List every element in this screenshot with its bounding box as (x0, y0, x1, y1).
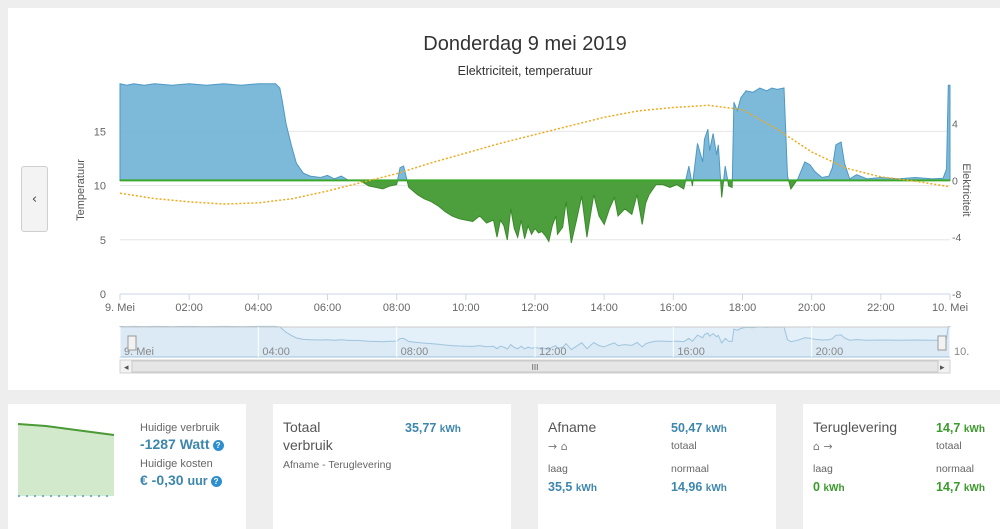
total-usage-card: Totaal verbruik 35,77 kWh Afname - Terug… (273, 404, 511, 529)
current-cost-unit: uur (187, 474, 208, 488)
afname-low-label: laag (548, 463, 568, 475)
afname-total-number: 50,47 (671, 421, 703, 435)
navigator-tick-label: 10. (954, 346, 969, 358)
current-usage-value: -1287 Watt? (140, 436, 224, 452)
navigator-tick-label: 08:00 (401, 346, 429, 358)
current-cost-amount: € -0,30 (140, 472, 184, 488)
right-tick-label: -8 (952, 289, 961, 301)
left-tick-label: 10 (94, 181, 106, 193)
x-tick-label: 9. Mei (105, 302, 135, 314)
navigator-tick-label: 12:00 (539, 346, 567, 358)
teruglevering-total-value: 14,7 kWh (936, 421, 985, 435)
electricity-temperature-chart: Donderdag 9 mei 2019 Elektriciteit, temp… (75, 33, 972, 374)
x-tick-label: 20:00 (798, 302, 826, 314)
navigator-series (119, 325, 951, 358)
teruglevering-low-label: laag (813, 463, 833, 475)
x-tick-label: 10:00 (452, 302, 480, 314)
x-tick-label: 12:00 (521, 302, 549, 314)
afname-total-value: 50,47 kWh (671, 421, 727, 435)
x-tick-label: 16:00 (660, 302, 688, 314)
x-tick-label: 22:00 (867, 302, 895, 314)
teruglevering-low-unit: kWh (823, 483, 845, 494)
total-usage-title: Totaal verbruik (283, 419, 333, 453)
navigator-tick-label: 04:00 (262, 346, 290, 358)
afname-total-label: totaal (671, 440, 697, 452)
afname-normal-label: normaal (671, 463, 709, 475)
info-icon[interactable]: ? (210, 476, 222, 487)
teruglevering-low-number: 0 (813, 480, 820, 494)
afname-low-unit: kWh (575, 483, 597, 494)
x-tick-label: 18:00 (729, 302, 757, 314)
scrollbar-thumb[interactable] (131, 360, 939, 373)
afname-normal-value: 14,96 kWh (671, 480, 727, 494)
chevron-left-icon: ‹ (31, 191, 38, 207)
scrollbar-grip-icon: III (532, 363, 539, 372)
x-tick-label: 08:00 (383, 302, 411, 314)
afname-normal-number: 14,96 (671, 480, 703, 494)
scroll-right-arrow-icon[interactable]: ▸ (940, 362, 945, 372)
teruglevering-total-number: 14,7 (936, 421, 961, 435)
chart-title: Donderdag 9 mei 2019 (423, 33, 626, 55)
navigator-handle[interactable] (127, 335, 137, 351)
right-tick-label: 0 (952, 175, 958, 187)
afname-total-unit: kWh (705, 424, 727, 435)
current-usage-sparkline (17, 423, 115, 497)
consumption-area (119, 83, 951, 181)
teruglevering-title: Teruglevering (813, 419, 898, 435)
x-tick-label: 06:00 (314, 302, 342, 314)
afname-low-number: 35,5 (548, 480, 573, 494)
afname-low-value: 35,5 kWh (548, 480, 597, 494)
current-usage-label: Huidige verbruik (140, 422, 220, 434)
scroll-left-arrow-icon[interactable]: ◂ (124, 362, 129, 372)
teruglevering-normal-value: 14,7 kWh (936, 480, 985, 494)
teruglevering-total-unit: kWh (963, 424, 985, 435)
afname-title: Afname (548, 419, 597, 435)
grid-to-home-icon: → ⌂ (548, 440, 568, 453)
navigator-handle[interactable] (937, 335, 947, 351)
return-area (119, 179, 951, 244)
current-usage-watt: -1287 Watt (140, 436, 210, 452)
x-tick-label: 14:00 (590, 302, 618, 314)
x-tick-label: 10. Mei (932, 302, 968, 314)
navigator-tick-label: 20:00 (816, 346, 844, 358)
afname-card: Afname → ⌂ 50,47 kWh totaal laag 35,5 kW… (538, 404, 776, 529)
chart-subtitle: Elektriciteit, temperatuur (458, 64, 593, 78)
left-tick-label: 5 (100, 235, 106, 247)
teruglevering-total-label: totaal (936, 440, 962, 452)
home-to-grid-icon: ⌂ → (813, 440, 833, 453)
right-tick-label: -4 (952, 232, 961, 244)
total-usage-value: 35,77 kWh (405, 421, 461, 435)
left-tick-label: 15 (94, 126, 106, 138)
teruglevering-normal-number: 14,7 (936, 480, 961, 494)
x-tick-label: 02:00 (175, 302, 203, 314)
previous-day-button[interactable]: ‹ (21, 166, 48, 232)
teruglevering-normal-unit: kWh (963, 483, 985, 494)
teruglevering-card: Teruglevering ⌂ → 14,7 kWh totaal laag 0… (803, 404, 1000, 529)
teruglevering-low-value: 0 kWh (813, 480, 845, 494)
current-cost-label: Huidige kosten (140, 458, 213, 470)
total-usage-unit: kWh (439, 424, 461, 435)
left-tick-label: 0 (100, 289, 106, 301)
temperature-line (119, 104, 951, 205)
total-usage-number: 35,77 (405, 421, 437, 435)
right-tick-label: 4 (952, 119, 958, 131)
info-icon[interactable]: ? (212, 440, 224, 451)
afname-normal-unit: kWh (705, 483, 727, 494)
current-cost-value: € -0,30 uur? (140, 472, 222, 488)
right-axis-label: Elektriciteit (960, 163, 972, 216)
x-tick-label: 04:00 (245, 302, 273, 314)
teruglevering-normal-label: normaal (936, 463, 974, 475)
total-usage-subtitle: Afname - Teruglevering (283, 459, 392, 471)
current-usage-card: Huidige verbruik -1287 Watt? Huidige kos… (8, 404, 246, 529)
navigator-tick-label: 16:00 (677, 346, 705, 358)
left-axis-label: Temperatuur (75, 159, 87, 221)
